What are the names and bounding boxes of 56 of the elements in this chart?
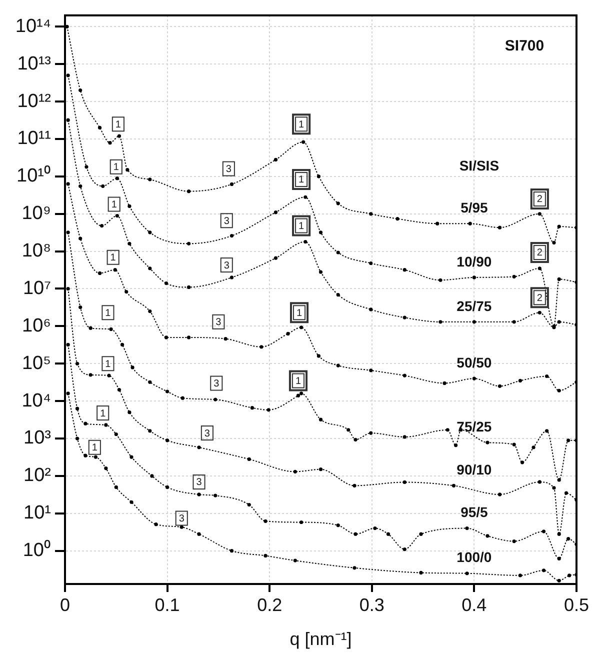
annotation: 3 [216,317,222,328]
y-tick-label: 10² [24,465,51,486]
annotation: 3 [224,216,230,227]
annotation: 2 [536,248,543,259]
y-tick-label: 10⁷ [22,278,52,299]
y-tick-label: 10¹ [24,502,51,524]
legend-title: SI/SIS [459,157,500,174]
series-label: 50/50 [456,354,492,370]
text: SI700 [504,38,544,55]
y-tick-label: 10¹⁴ [15,16,51,37]
x-tick-label: 0 [60,594,70,615]
x-tick-label: 0.2 [257,594,282,615]
series-label: 100/0 [456,549,492,566]
annotation: 1 [298,221,305,232]
y-tick-label: 10¹³ [17,53,51,74]
annotation: 1 [298,119,305,130]
y-tick-label: 10³ [24,428,51,449]
y-tick-label: 10⁴ [22,390,51,412]
y-tick-label: 10⁹ [22,203,51,224]
annotation: 1 [113,162,120,174]
y-tick-label: 10¹⁰ [16,164,51,187]
y-tick-label: 10¹² [17,90,51,112]
annotation: 1 [105,308,112,319]
y-tick-label: 10¹¹ [17,128,51,150]
series-label: 95/5 [460,504,488,520]
annotation: 1 [295,376,302,387]
series-label: 25/75 [456,298,492,314]
x-tick-label: 0.5 [564,594,590,615]
x-tick-label: 0.3 [359,594,384,615]
y-tick-label: 10⁰ [22,539,51,562]
x-tick-label: 0.1 [154,594,180,615]
annotation: 2 [536,292,543,304]
x-axis-title: q [nm⁻¹] [290,629,352,650]
annotation: 3 [204,428,210,440]
y-tick-label: 10⁵ [22,352,51,374]
annotation: 1 [100,408,106,420]
annotation: 3 [226,164,232,176]
series-label: 5/95 [460,199,488,216]
series-label: 90/10 [456,462,492,478]
series-label: 75/25 [456,418,492,434]
annotation: 1 [111,200,118,211]
series-label: 10/90 [456,253,492,270]
annotation: 3 [196,477,202,488]
annotation: 1 [115,119,122,130]
annotation: 3 [178,514,185,525]
annotation: 3 [214,378,220,390]
y-tick-label: 10⁶ [22,315,51,336]
annotation: 1 [105,358,112,370]
annotation: 1 [110,252,116,264]
annotation: 1 [298,174,305,186]
annotation: 2 [536,194,543,206]
annotation: 3 [224,260,230,272]
y-tick-label: 10⁸ [22,240,51,262]
x-tick-label: 0.4 [462,594,487,615]
annotation: 1 [296,308,302,319]
annotation: 1 [92,442,98,454]
